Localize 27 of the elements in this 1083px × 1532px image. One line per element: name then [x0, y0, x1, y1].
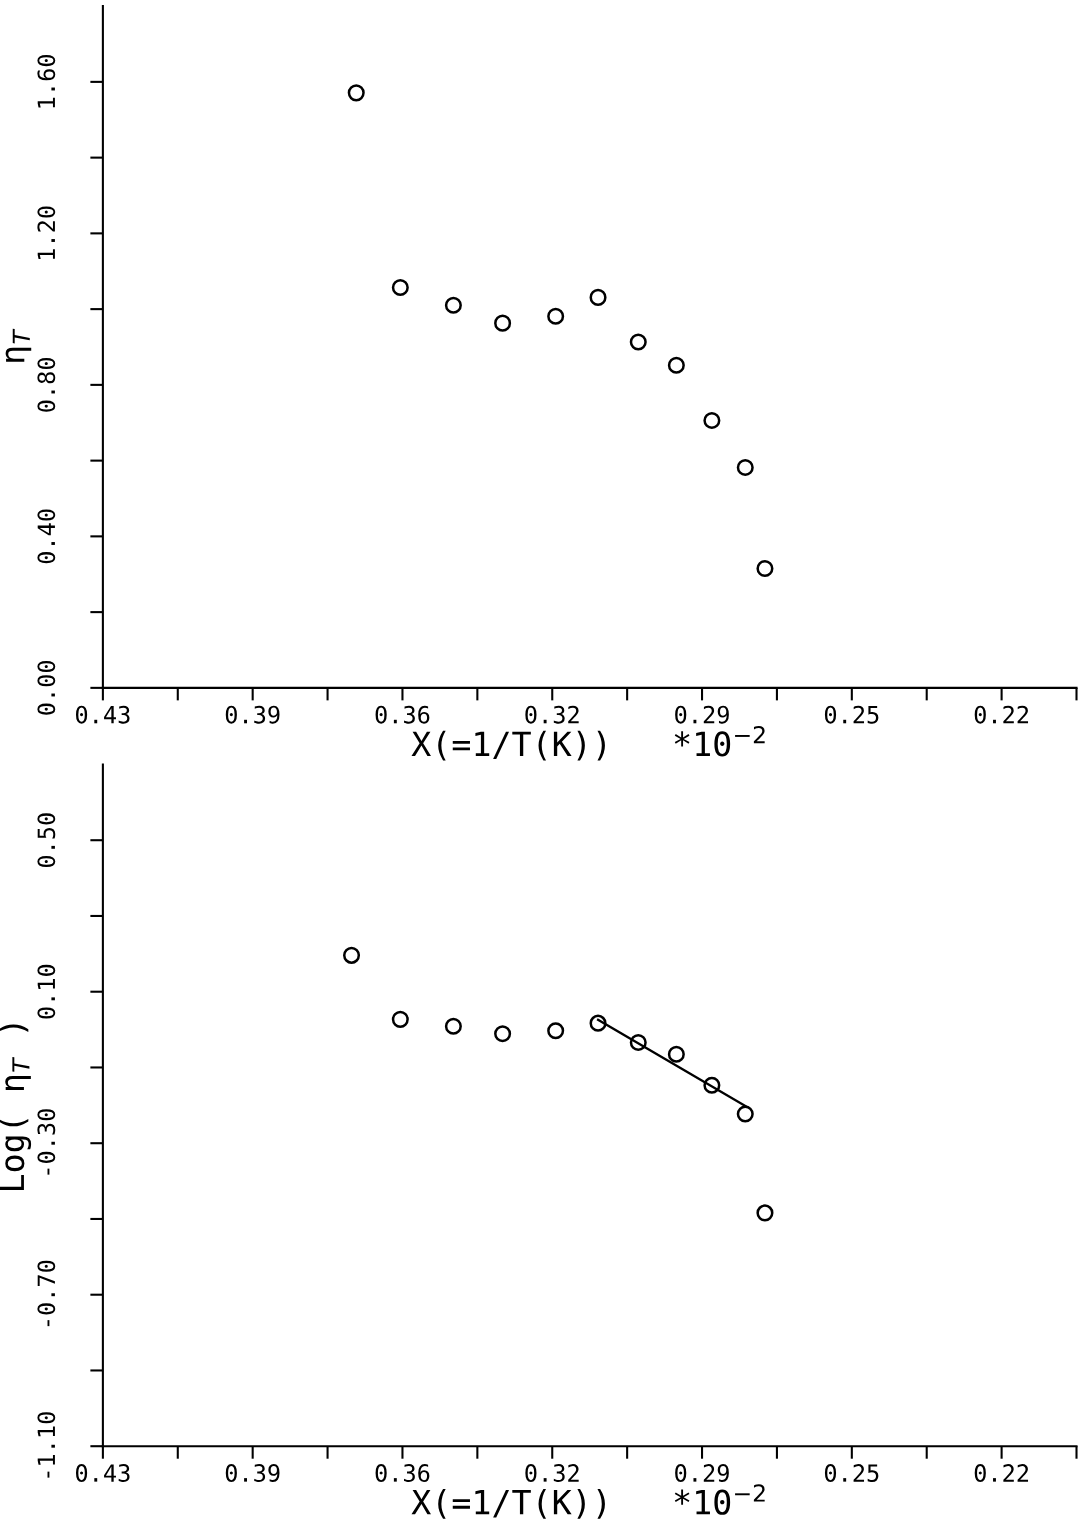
x-tick-label: 0.25: [824, 705, 879, 724]
y-tick-label: 0.50: [37, 813, 56, 868]
x-tick-label: 0.36: [375, 705, 430, 724]
y-tick-label: 0.40: [37, 509, 56, 564]
y-tick-label: 0.80: [37, 357, 56, 412]
y-axis-title: η$_{T}$: [5, 328, 32, 362]
x-tick-label: 0.22: [974, 705, 1029, 724]
x-tick-label: 0.43: [75, 1464, 130, 1482]
y-tick-label: -1.10: [37, 1412, 56, 1478]
x-tick-label: 0.43: [75, 705, 130, 724]
x-tick-label: 0.22: [974, 1464, 1029, 1482]
y-tick-label: 0.00: [37, 660, 56, 715]
x-tick-label: 0.29: [675, 1464, 729, 1482]
y-tick-label: -0.30: [37, 1109, 56, 1175]
x-tick-label: 0.39: [225, 705, 280, 724]
x-axis-title: X(=1/T(K)) *10$^{−2}$: [411, 725, 765, 761]
x-tick-label: 0.32: [525, 705, 579, 724]
y-tick-label: 0.10: [37, 964, 56, 1019]
x-tick-label: 0.39: [225, 1464, 280, 1482]
y-tick-label: 1.20: [37, 206, 56, 259]
x-tick-label: 0.32: [525, 1464, 579, 1482]
x-axis-title: X(=1/T(K)) *10$^{−2}$: [411, 1484, 765, 1519]
y-tick-label: 1.60: [37, 54, 56, 108]
x-tick-label: 0.29: [675, 705, 729, 724]
y-tick-label: -0.70: [37, 1260, 56, 1327]
x-tick-label: 0.36: [375, 1464, 430, 1482]
x-tick-label: 0.25: [824, 1464, 879, 1482]
